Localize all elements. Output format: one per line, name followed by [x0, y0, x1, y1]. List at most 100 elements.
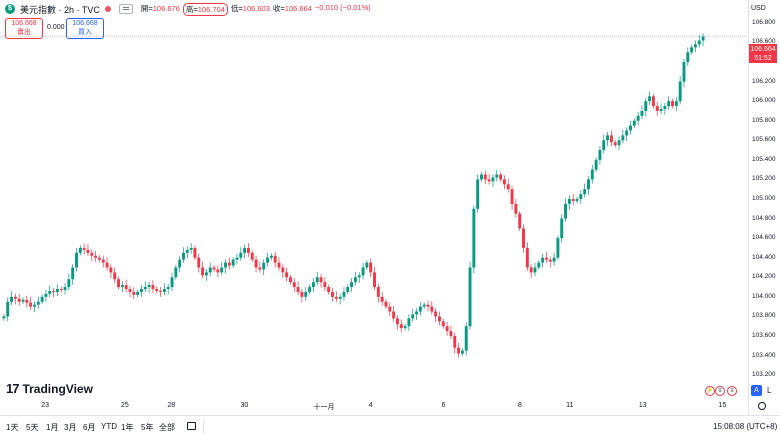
tradingview-logo[interactable]: 17 TradingView [6, 381, 93, 396]
range-button[interactable]: 5天 [26, 423, 39, 432]
candle-body [564, 203, 567, 219]
logo-text: TradingView [22, 381, 93, 396]
currency-selector[interactable]: USD [751, 5, 766, 12]
candle [67, 273, 71, 291]
ohlc-item: 高=106.704 [182, 2, 228, 16]
candle-body [94, 255, 98, 258]
candle [308, 284, 312, 295]
candle [575, 196, 579, 204]
candle [136, 289, 140, 298]
candle-body [495, 174, 499, 178]
candle [625, 127, 629, 141]
candle-body [556, 238, 560, 258]
candle [430, 301, 434, 315]
candle-body [71, 267, 75, 280]
range-button[interactable]: 全部 [159, 423, 175, 432]
candle-body [193, 247, 197, 258]
candle-body [350, 282, 354, 288]
candle [25, 295, 29, 308]
candle [315, 271, 319, 286]
candle-body [606, 135, 610, 141]
candle [636, 111, 640, 126]
candle-body [617, 140, 621, 146]
candle [438, 311, 441, 326]
candle-body [575, 199, 579, 201]
auto-scale-button[interactable]: A [751, 385, 762, 396]
candle-body [90, 252, 94, 256]
candle-body [552, 257, 556, 262]
candle [166, 283, 170, 295]
candle-body [361, 267, 365, 276]
candle-body [418, 306, 422, 312]
candle-body [109, 267, 113, 273]
gear-icon[interactable] [758, 402, 766, 410]
candle-body [273, 255, 277, 263]
sell-button[interactable]: 106.668 賣出 [5, 18, 43, 39]
candle-body [506, 184, 510, 190]
candle-body [342, 291, 346, 297]
candle-body [701, 36, 705, 41]
range-button[interactable]: 1年 [121, 423, 134, 432]
us-flag-event-icon[interactable]: ≡ [715, 386, 725, 396]
range-button[interactable]: 5年 [141, 423, 154, 432]
candle-body [522, 228, 525, 248]
candle-body [323, 282, 327, 288]
range-button[interactable]: YTD [101, 422, 117, 431]
candle [151, 280, 155, 294]
y-tick-label: 105.200 [752, 175, 776, 183]
us-flag-event-icon[interactable]: ≡ [727, 386, 737, 396]
candle [594, 157, 598, 173]
range-button[interactable]: 1天 [6, 423, 19, 432]
candle [690, 44, 694, 55]
candle-body [438, 316, 441, 322]
range-button[interactable]: 1月 [46, 423, 59, 432]
candle-body [285, 272, 289, 278]
price-chart[interactable] [0, 0, 748, 415]
collapse-legend-icon[interactable] [118, 4, 133, 14]
market-status-dot[interactable] [104, 6, 111, 12]
candle-body [185, 249, 189, 253]
candle-body [434, 311, 438, 317]
range-button[interactable]: 6月 [83, 423, 96, 432]
economic-event-icon[interactable]: ⚡ [705, 386, 715, 396]
candle-body [55, 289, 59, 292]
spread-value: 0.000 [47, 24, 65, 31]
candle [216, 265, 220, 278]
candle-body [625, 130, 629, 136]
candle-body [311, 282, 315, 288]
candle-body [388, 306, 392, 312]
range-button[interactable]: 3月 [64, 423, 77, 432]
candle-body [544, 257, 548, 260]
candle-body [75, 252, 78, 268]
candle-body [124, 285, 128, 290]
candle [495, 169, 499, 182]
calendar-icon[interactable] [187, 422, 196, 430]
candle-body [491, 177, 495, 182]
dollar-icon: $ [5, 4, 15, 14]
sell-label: 賣出 [17, 29, 31, 36]
candle [376, 283, 380, 303]
symbol-title[interactable]: 美元指數 · 2h · TVC [20, 4, 100, 15]
x-tick-label: 6 [441, 402, 446, 409]
candle [697, 34, 701, 48]
candle [395, 315, 399, 330]
candle [415, 308, 418, 321]
candle [567, 195, 571, 210]
log-scale-button[interactable]: L [767, 386, 772, 395]
candle-body [598, 150, 602, 160]
candle [560, 214, 564, 243]
candle-body [567, 199, 571, 204]
candle [300, 288, 304, 303]
candle-body [499, 174, 503, 180]
candle [147, 281, 151, 293]
timezone-clock[interactable]: 15:08:08 (UTC+8) [713, 422, 778, 431]
candle-body [648, 96, 652, 102]
axis-divider [748, 0, 749, 415]
candle [693, 40, 697, 53]
y-tick-label: 106.600 [752, 38, 776, 46]
candle-body [220, 267, 224, 273]
candle [678, 76, 682, 105]
buy-button[interactable]: 106.668 買入 [66, 18, 104, 39]
candle [548, 256, 552, 268]
candle [208, 262, 212, 277]
